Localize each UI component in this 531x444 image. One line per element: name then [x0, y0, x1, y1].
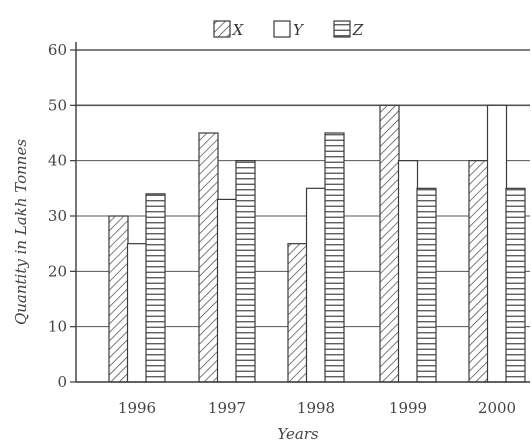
x-axis-title: Years	[277, 425, 319, 443]
legend: X Y Z	[214, 21, 364, 39]
bar-y-1998	[307, 188, 326, 382]
bar-x-1997	[199, 133, 218, 382]
bar-y-1999	[399, 161, 418, 382]
x-tick-label-1998: 1998	[297, 399, 335, 417]
x-tick-label-2000: 2000	[478, 399, 516, 417]
legend-label-z: Z	[352, 21, 364, 39]
bar-z-1997	[236, 161, 255, 382]
bar-z-1996	[146, 194, 165, 382]
bar-y-1996	[128, 244, 147, 382]
x-axis-ticks: 1996 1997 1998 1999 2000	[118, 399, 516, 417]
y-tick-label-30: 30	[48, 207, 67, 225]
legend-swatch-z	[334, 21, 350, 37]
legend-swatch-y	[274, 21, 290, 37]
bar-x-1998	[288, 244, 307, 382]
bar-z-1999	[417, 188, 436, 382]
bar-x-2000	[469, 161, 488, 382]
bar-y-1997	[218, 199, 237, 382]
bars	[109, 105, 525, 382]
y-axis-ticks: 0 10 20 30 40 50 60	[48, 41, 76, 391]
legend-swatch-x	[214, 21, 230, 37]
bar-z-2000	[506, 188, 525, 382]
legend-label-y: Y	[293, 21, 305, 39]
bar-x-1996	[109, 216, 128, 382]
y-tick-label-10: 10	[48, 318, 67, 336]
legend-label-x: X	[232, 21, 245, 39]
y-tick-label-50: 50	[48, 96, 67, 114]
y-tick-label-20: 20	[48, 262, 67, 280]
bar-x-1999	[380, 105, 399, 382]
bar-y-2000	[488, 105, 507, 382]
y-tick-label-60: 60	[48, 41, 67, 59]
y-axis-title: Quantity in Lakh Tonnes	[12, 139, 30, 325]
x-tick-label-1996: 1996	[118, 399, 156, 417]
y-tick-label-0: 0	[57, 373, 67, 391]
x-tick-label-1997: 1997	[208, 399, 246, 417]
x-tick-label-1999: 1999	[389, 399, 427, 417]
y-tick-label-40: 40	[48, 152, 67, 170]
bar-z-1998	[325, 133, 344, 382]
